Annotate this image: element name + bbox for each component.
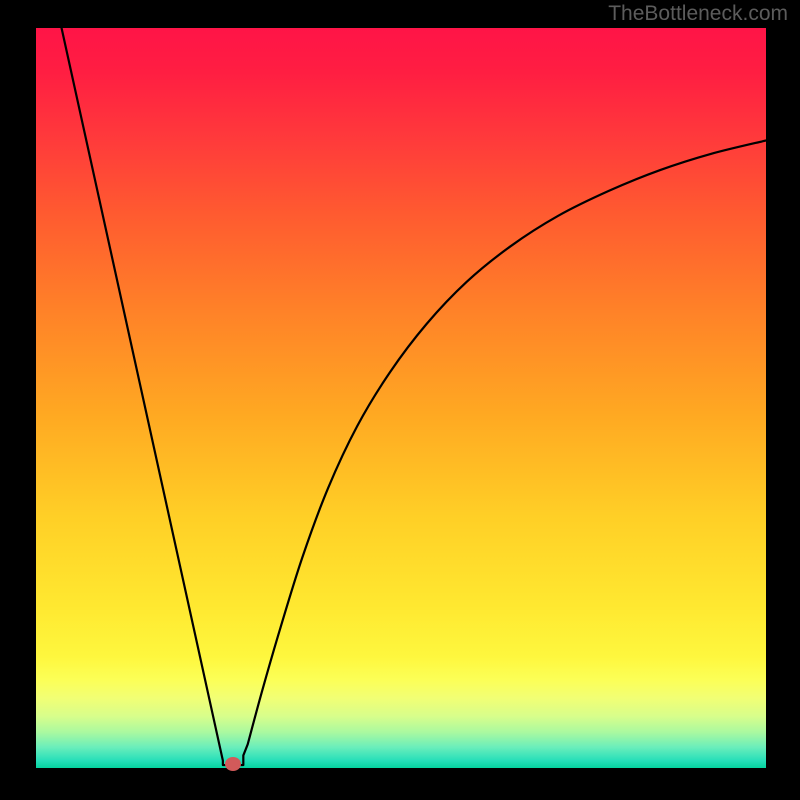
minimum-marker [225,757,241,771]
plot-area [36,28,766,768]
curve-svg [36,28,766,768]
watermark-text: TheBottleneck.com [608,0,788,28]
chart-container: TheBottleneck.com [0,0,800,800]
